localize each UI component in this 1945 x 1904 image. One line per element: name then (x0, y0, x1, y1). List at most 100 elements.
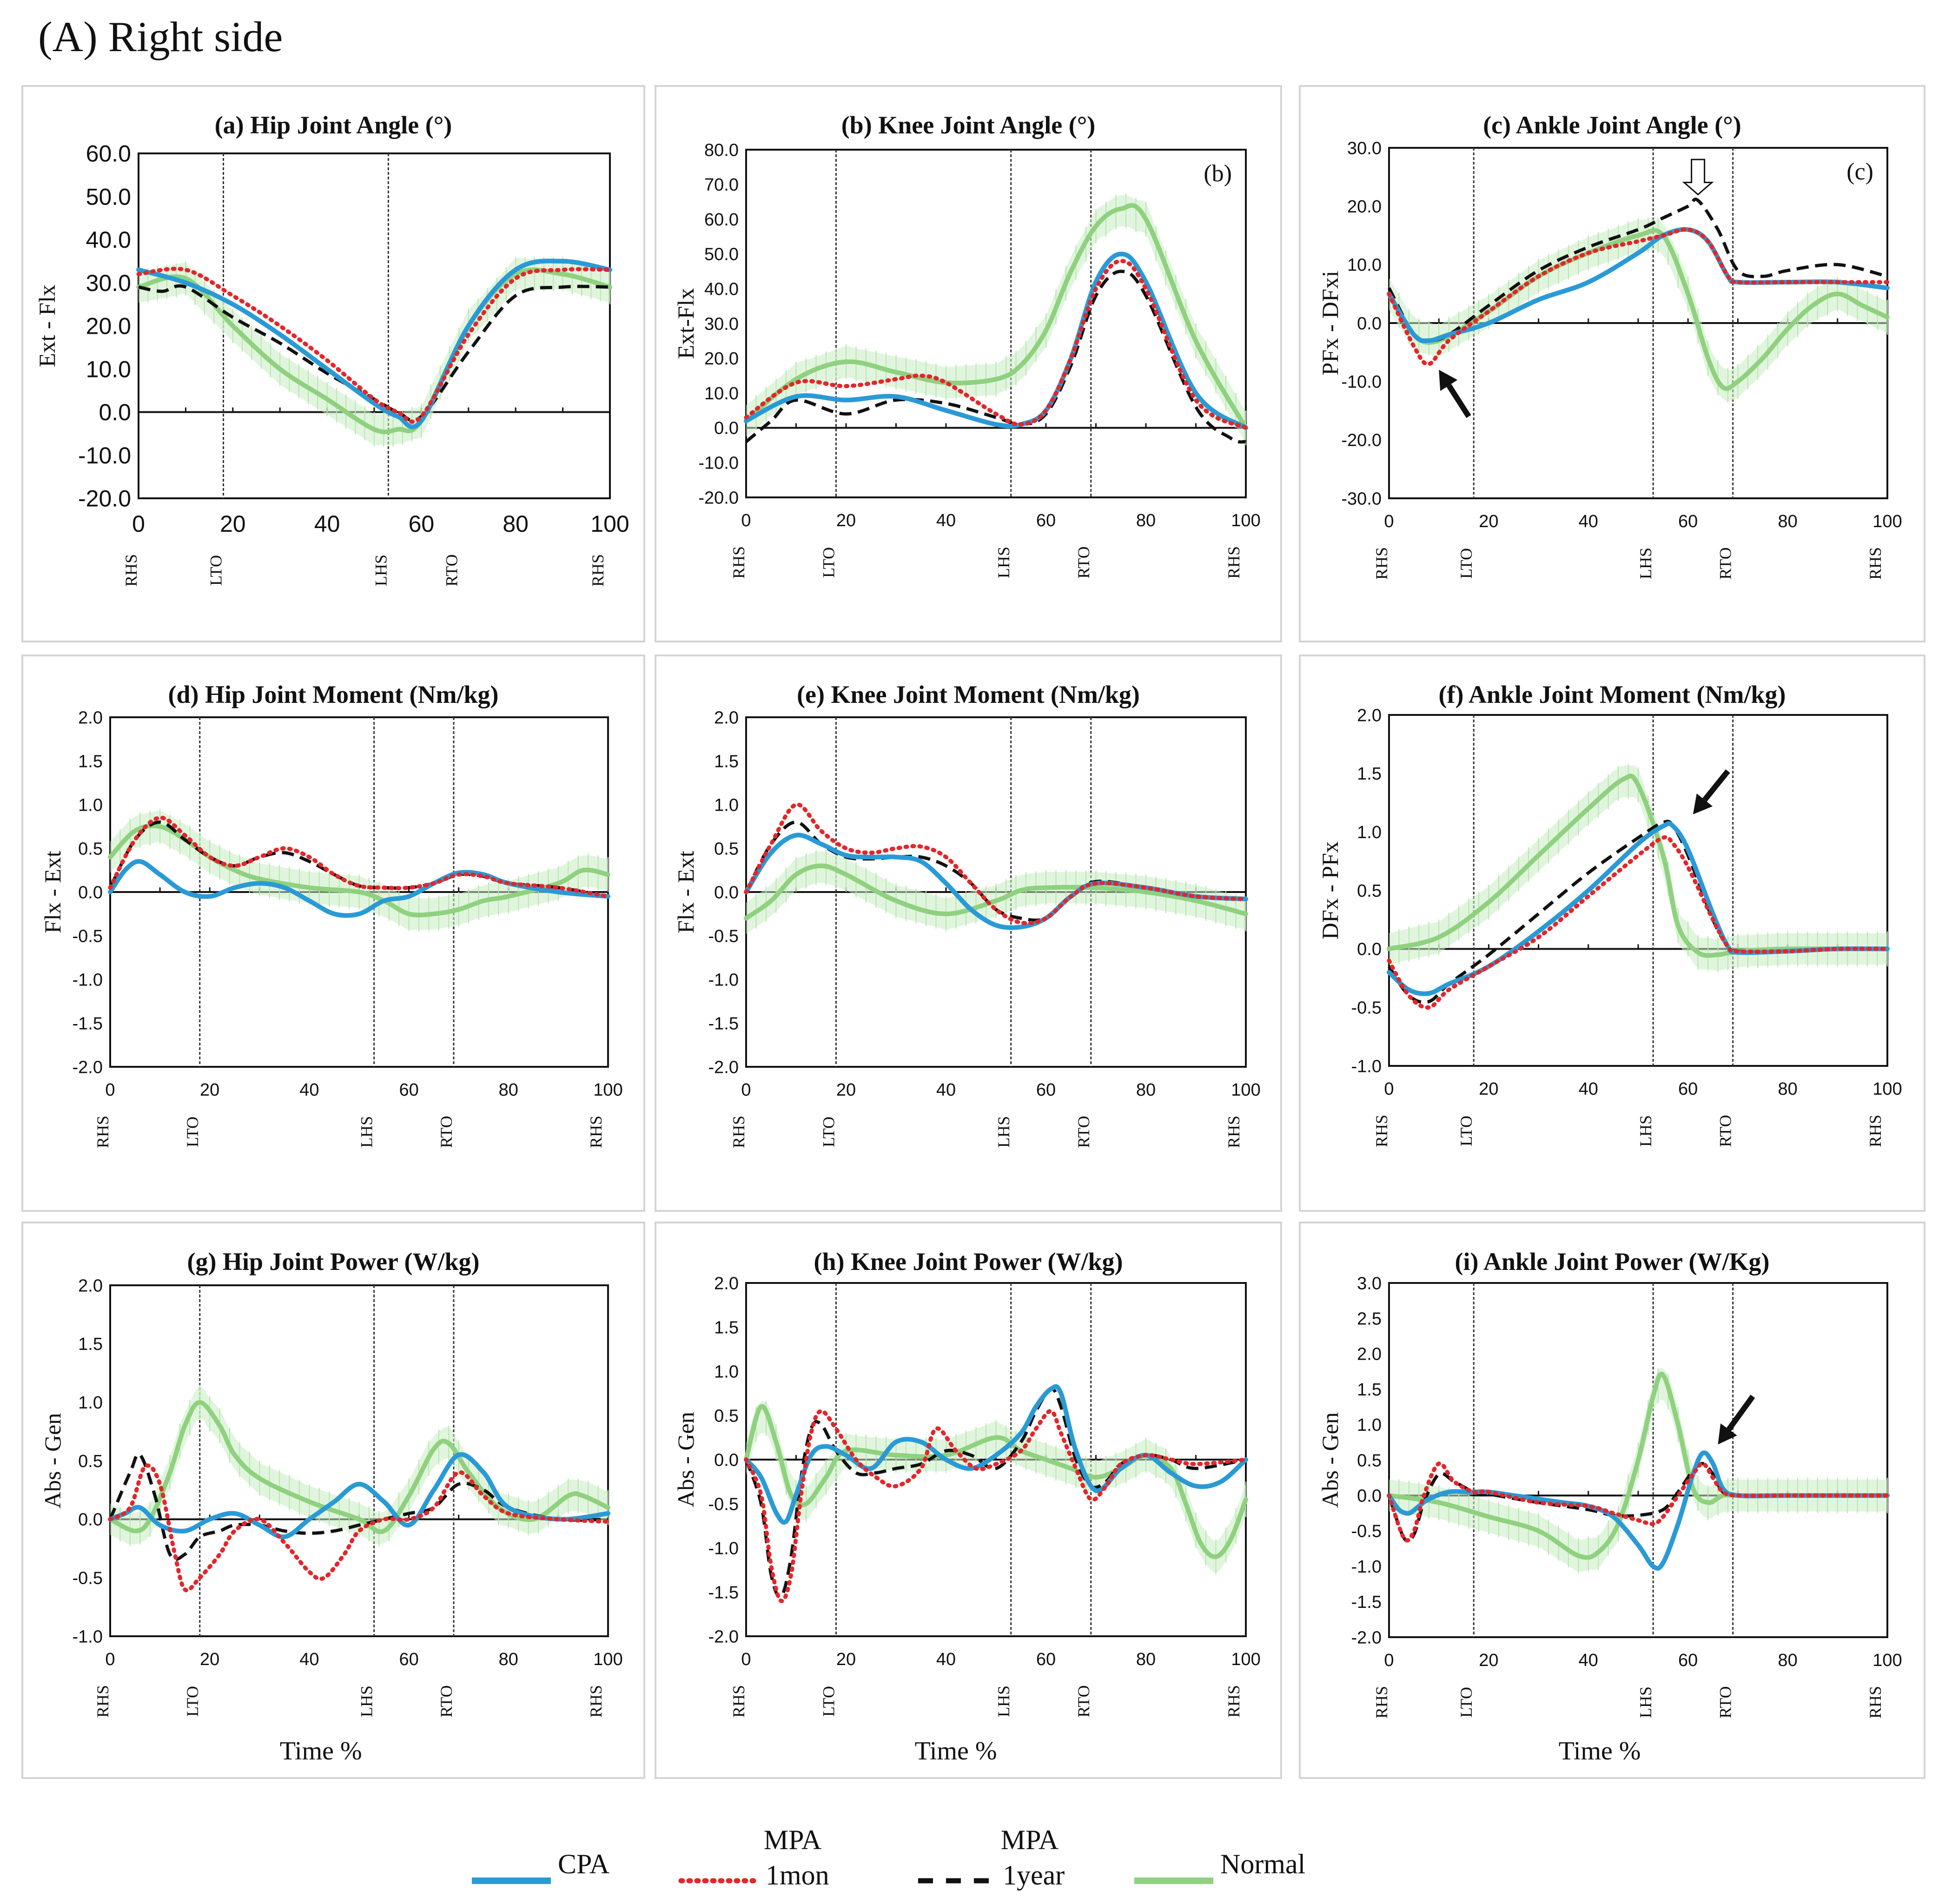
annotation-arrow (1727, 1395, 1755, 1431)
y-axis-label: DFx - PFx (1317, 841, 1343, 939)
chart-title: (b) Knee Joint Angle (°) (841, 111, 1096, 139)
x-tick-label: 20 (836, 511, 856, 530)
y-tick-label: -1.0 (73, 970, 103, 990)
event-label: RHS (1372, 1686, 1391, 1719)
legend-label-top: MPA (764, 1825, 822, 1855)
y-axis-label: Abs - Gen (1317, 1412, 1343, 1508)
event-label: LHS (994, 1116, 1013, 1148)
event-label: RTO (1716, 547, 1735, 579)
event-label: RHS (1224, 1116, 1243, 1148)
x-tick-label: 20 (836, 1650, 856, 1669)
series-line-mpa-1mon (108, 815, 610, 899)
x-tick-label: 100 (1231, 1650, 1260, 1669)
y-tick-label: 10.0 (704, 384, 739, 403)
y-tick-label: 50.0 (704, 245, 739, 264)
chart-panel-i: (i) Ankle Joint Power (W/Kg) -2.0 -1.5 -1.0… (1299, 1222, 1925, 1779)
y-tick-label: -1.5 (73, 1014, 103, 1033)
x-tick-label: 60 (399, 1080, 418, 1100)
chart-title: (g) Hip Joint Power (W/kg) (187, 1248, 480, 1276)
y-tick-label: -0.5 (73, 1568, 103, 1588)
normal-sd-band (746, 1401, 1246, 1573)
event-label: LHS (357, 1686, 376, 1717)
series-line-cpa (136, 258, 612, 430)
y-tick-label: 20.0 (86, 313, 131, 339)
y-tick-label: 0.5 (1357, 881, 1382, 901)
panel-frame (655, 654, 1282, 1212)
x-tick-label: 20 (1479, 1079, 1498, 1099)
event-label: RHS (729, 1116, 748, 1148)
y-tick-label: 2.0 (714, 708, 739, 727)
normal-sd-band (110, 1386, 608, 1545)
x-tick-label: 20 (1479, 512, 1498, 531)
event-label: LHS (994, 1686, 1013, 1717)
annotation-arrow (1446, 383, 1471, 418)
y-tick-label: 0.0 (714, 419, 739, 438)
x-tick-label: 40 (299, 1080, 319, 1100)
series-line-mpa-1year (138, 284, 610, 422)
y-tick-label: -10.0 (698, 454, 739, 473)
panel-frame (21, 654, 645, 1212)
y-tick-label: 0.5 (78, 1452, 103, 1471)
y-tick-label: -20.0 (698, 488, 739, 508)
y-tick-label: -10.0 (1341, 372, 1382, 392)
event-label: LTO (820, 1686, 838, 1717)
y-tick-label: 0.0 (1357, 940, 1382, 959)
x-tick-label: 80 (1136, 1650, 1156, 1669)
y-tick-label: 0.5 (714, 1406, 739, 1426)
y-tick-label: 2.0 (1357, 706, 1382, 725)
y-tick-label: -0.5 (708, 1494, 739, 1514)
x-tick-label: 40 (936, 1080, 956, 1100)
event-label: LHS (994, 547, 1013, 578)
x-tick-label: 0 (1384, 1079, 1394, 1099)
y-tick-label: 1.5 (1357, 1380, 1382, 1400)
plot-area (745, 149, 1247, 498)
x-tick-label: 40 (1579, 512, 1598, 531)
event-label: RTO (1716, 1115, 1735, 1147)
y-tick-label: 40.0 (704, 280, 739, 299)
x-tick-label: 0 (741, 1080, 751, 1100)
y-tick-label: 40.0 (86, 227, 131, 253)
event-label: RTO (1716, 1686, 1735, 1718)
y-tick-label: 30.0 (704, 314, 739, 334)
x-tick-label: 100 (593, 1080, 622, 1100)
y-tick-label: 3.0 (1357, 1274, 1382, 1293)
chart-title: (c) Ankle Joint Angle (°) (1483, 111, 1741, 139)
event-label: LHS (371, 555, 390, 586)
y-tick-label: 1.5 (78, 752, 103, 771)
y-tick-label: 30.0 (1347, 139, 1382, 158)
y-tick-label: 2.0 (78, 708, 103, 727)
y-tick-label: 1.0 (78, 795, 103, 815)
y-tick-label: -1.0 (1351, 1057, 1382, 1076)
event-label: RTO (1074, 1685, 1093, 1717)
annotation-arrow-head (1693, 793, 1713, 814)
series-line-mpa-1mon (1387, 835, 1890, 1010)
y-tick-label: 2.0 (714, 1274, 739, 1293)
x-tick-label: 100 (1231, 1080, 1260, 1100)
x-tick-label: 100 (1872, 512, 1902, 531)
event-label: RHS (1372, 547, 1391, 580)
chart-panel-f: (f) Ankle Joint Moment (Nm/kg) -1.0 -0.5 0.… (1299, 654, 1925, 1212)
x-tick-label: 60 (399, 1650, 418, 1669)
y-tick-label: 1.0 (78, 1393, 103, 1413)
series-line-normal (1387, 774, 1890, 958)
x-tick-label: 100 (1872, 1651, 1902, 1670)
series-line-mpa-1mon (108, 1463, 610, 1593)
event-label: RTO (437, 1116, 456, 1148)
series-line-mpa-1mon (744, 802, 1248, 926)
series-line-normal (744, 203, 1248, 430)
event-label: RHS (1224, 546, 1243, 579)
event-label: RHS (729, 546, 748, 579)
legend-label: 1mon (766, 1860, 829, 1891)
event-label: RTO (1074, 546, 1093, 578)
x-tick-label: 20 (1479, 1651, 1498, 1670)
normal-sd-band (139, 258, 610, 445)
y-tick-label: 1.5 (714, 1318, 739, 1337)
event-label: RTO (1074, 1116, 1093, 1148)
y-tick-label: -1.5 (1351, 1593, 1382, 1612)
event-label: LTO (207, 555, 225, 586)
y-tick-label: 0.0 (78, 1510, 103, 1530)
event-label: RHS (587, 1685, 605, 1718)
series-line-mpa-1mon (1387, 1461, 1890, 1543)
event-label: LTO (1457, 1116, 1475, 1146)
